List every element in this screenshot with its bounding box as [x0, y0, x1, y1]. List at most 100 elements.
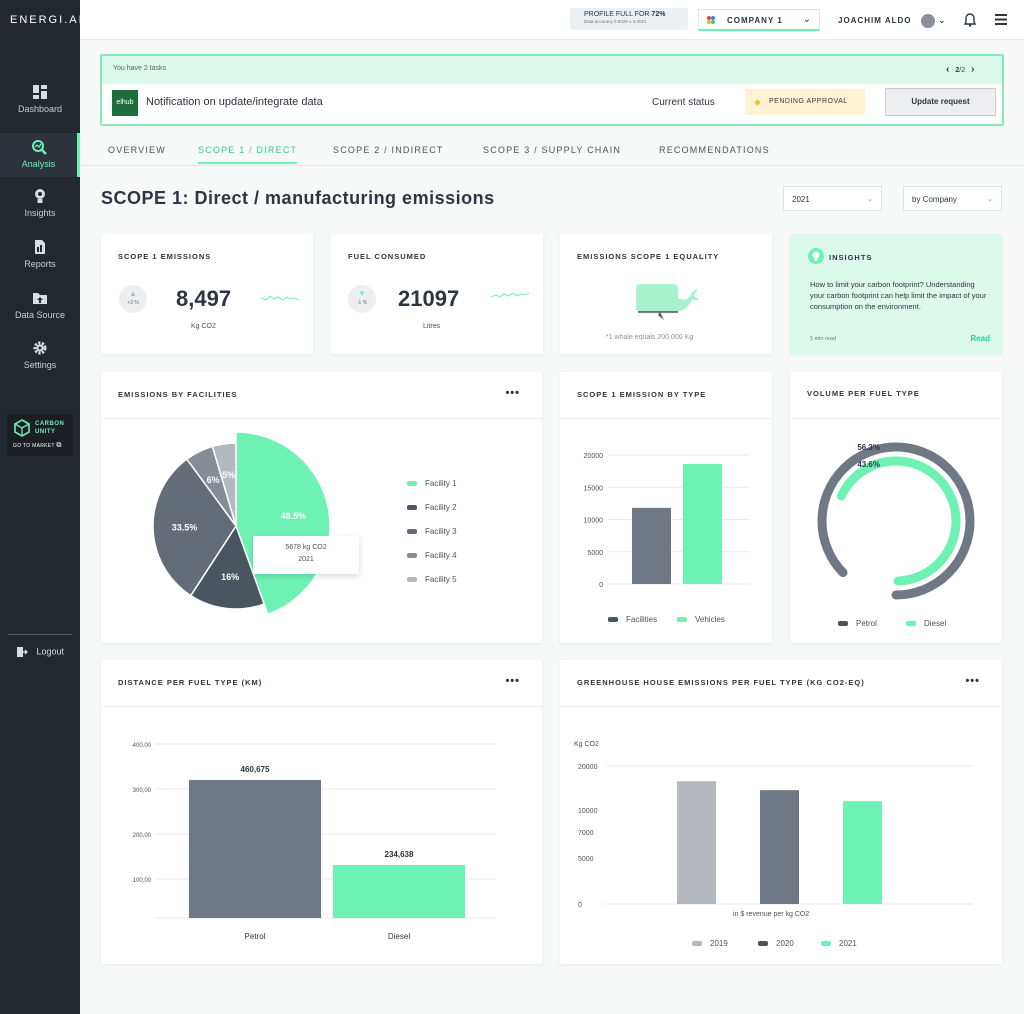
unit-label: Litres	[423, 323, 441, 330]
sidebar-item-data-source[interactable]: Data Source	[0, 290, 80, 334]
chevron-down-icon: ⌄	[987, 196, 993, 203]
y-tick-label: 5000	[578, 856, 594, 863]
tab-scope-2[interactable]: SCOPE 2 / INDIRECT	[333, 145, 444, 155]
read-link[interactable]: Read	[970, 334, 990, 343]
sidebar-item-reports[interactable]: Reports	[0, 239, 80, 283]
bar-2019	[677, 781, 716, 904]
profile-completeness[interactable]: PROFILE FULL FOR 72% Data accuracy 0.932…	[570, 8, 688, 30]
radial-label: 56.3%	[857, 443, 880, 452]
legend-facility-3: Facility 3	[407, 527, 457, 536]
distance-per-fuel-card: DISTANCE PER FUEL TYPE (KM) ••• 400,00 30…	[101, 660, 542, 964]
sidebar-item-analysis[interactable]: Analysis	[0, 133, 80, 177]
legend-swatch	[692, 941, 702, 947]
task-pager: ‹ 2/2 ›	[946, 64, 974, 75]
go-to-market-label: GO TO MARKET	[13, 443, 55, 449]
cube-icon	[14, 419, 30, 437]
sidebar-item-dashboard[interactable]: Dashboard	[0, 84, 80, 128]
whale-note: *1 whale equals 200,000 Kg	[606, 334, 694, 341]
group-select[interactable]: by Company ⌄	[903, 186, 1002, 211]
trend-down-icon: ▼	[358, 289, 366, 298]
bar-chart: 400,00 300,00 200,00 100,00 460,675 Petrol 234…	[133, 743, 496, 941]
year-select[interactable]: 2021 ⌄	[783, 186, 882, 211]
y-tick-label: 0	[599, 582, 603, 589]
folder-upload-icon	[33, 293, 47, 304]
legend-2020: 2020	[758, 939, 794, 948]
pie-label: 16%	[221, 572, 239, 582]
trend-value: +3 %	[127, 300, 139, 306]
y-tick-label: 200,00	[133, 833, 152, 839]
task-banner: You have 2 tasks ‹ 2/2 › elhub Notificatio…	[100, 54, 1004, 126]
bar-2020	[760, 790, 799, 904]
sparkline	[491, 292, 529, 298]
tab-overview[interactable]: OVERVIEW	[108, 145, 166, 155]
legend-label: Facility 4	[425, 551, 457, 560]
tab-scope-3[interactable]: SCOPE 3 / SUPPLY CHAIN	[483, 145, 622, 155]
pie-slice-3	[152, 458, 237, 597]
tooltip-value: 5678 kg CO2	[285, 544, 327, 551]
legend-2019: 2019	[692, 939, 728, 948]
emissions-equality-card: EMISSIONS SCOPE 1 EQUALITY *1 whale equa…	[560, 234, 772, 354]
x-tick-label: Diesel	[388, 932, 410, 941]
company-select[interactable]: COMPANY 1 ⌄	[698, 9, 820, 31]
lightbulb-icon	[808, 248, 824, 264]
bar-diesel	[333, 865, 465, 918]
update-request-button[interactable]: Update request	[885, 88, 996, 116]
radial-arc-petrol	[817, 442, 975, 600]
chart-tooltip: 5678 kg CO2 2021	[253, 536, 359, 574]
legend-label: Facilities	[626, 615, 658, 624]
menu-icon[interactable]	[995, 14, 1007, 25]
pie-label: 48.5%	[281, 511, 307, 521]
greenhouse-emissions-card: GREENHOUSE HOUSE EMISSIONS PER FUEL TYPE…	[560, 660, 1002, 964]
group-select-value: by Company	[912, 195, 957, 204]
card-divider	[560, 706, 1002, 707]
legend-label: Petrol	[856, 619, 877, 628]
legend-label: Facility 2	[425, 503, 457, 512]
carbon-unity-market-link[interactable]: CARBON UNITY GO TO MARKET ⧉	[7, 414, 73, 456]
trend-badge: ▼ -1 %	[348, 285, 376, 313]
sidebar-item-insights[interactable]: Insights	[0, 188, 80, 232]
bell-icon[interactable]	[964, 13, 976, 27]
data-accuracy: Data accuracy 0.9329 ± 0.0021	[584, 19, 647, 24]
app-logo[interactable]: ENERGI.AI	[10, 14, 84, 26]
logout-icon	[17, 647, 28, 657]
more-options-icon[interactable]: •••	[505, 387, 520, 399]
gear-icon	[33, 341, 47, 355]
sidebar-item-label: Data Source	[14, 310, 66, 320]
y-tick-label: 5000	[587, 550, 603, 557]
page-title: SCOPE 1: Direct / manufacturing emission…	[101, 188, 495, 208]
pie-slice-2	[189, 524, 266, 610]
chevron-right-icon[interactable]: ›	[971, 64, 975, 75]
chevron-down-icon: ⌄	[867, 196, 873, 203]
emissions-by-facilities-card: EMISSIONS BY FACILITIES ••• 48.5% 16% 33.5…	[101, 372, 542, 643]
legend-label: 2020	[776, 939, 794, 948]
sidebar-item-label: Reports	[24, 259, 56, 269]
logout-button[interactable]: Logout	[16, 646, 64, 658]
sidebar: ENERGI.AI Dashboard Analysis Insights Re…	[0, 0, 82, 1014]
legend-swatch	[407, 553, 417, 559]
pie-slice-5	[211, 442, 237, 527]
tasks-count: You have 2 tasks	[102, 56, 1002, 84]
sidebar-item-settings[interactable]: Settings	[0, 340, 80, 384]
legend-petrol: Petrol	[838, 619, 877, 628]
user-menu[interactable]: JOACHIM ALDO ⌄	[838, 14, 947, 28]
tab-scope-1[interactable]: SCOPE 1 / DIRECT	[198, 145, 298, 164]
analysis-icon	[31, 140, 47, 155]
card-divider	[560, 418, 772, 419]
y-tick-label: 400,00	[133, 743, 152, 749]
legend-diesel: Diesel	[906, 619, 946, 628]
chevron-left-icon[interactable]: ‹	[946, 64, 950, 75]
bar-value-label: 234,638	[385, 850, 414, 859]
card-divider	[101, 418, 542, 419]
tab-recommendations[interactable]: RECOMMENDATIONS	[659, 145, 770, 155]
logout-label: Logout	[36, 646, 65, 657]
company-name: COMPANY 1	[727, 16, 783, 25]
card-title: SCOPE 1 EMISSION BY TYPE	[577, 390, 707, 399]
legend-label: Facility 1	[425, 479, 457, 488]
y-tick-label: 10000	[584, 518, 604, 525]
radial-label: 43.6%	[857, 460, 880, 469]
more-options-icon[interactable]: •••	[505, 675, 520, 687]
y-axis-label: Kg CO2	[574, 741, 599, 748]
more-options-icon[interactable]: •••	[965, 675, 980, 687]
y-tick-label: 10000	[578, 808, 598, 815]
carbon-title-2: UNITY	[35, 429, 56, 435]
